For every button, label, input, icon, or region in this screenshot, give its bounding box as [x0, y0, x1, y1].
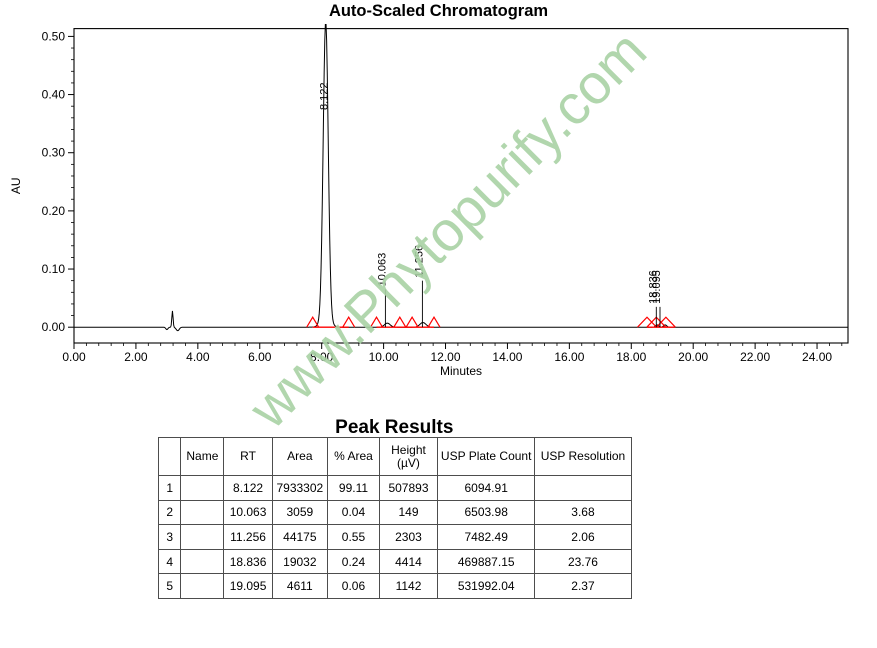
svg-text:www.Phytopurify.com: www.Phytopurify.com [236, 19, 658, 441]
